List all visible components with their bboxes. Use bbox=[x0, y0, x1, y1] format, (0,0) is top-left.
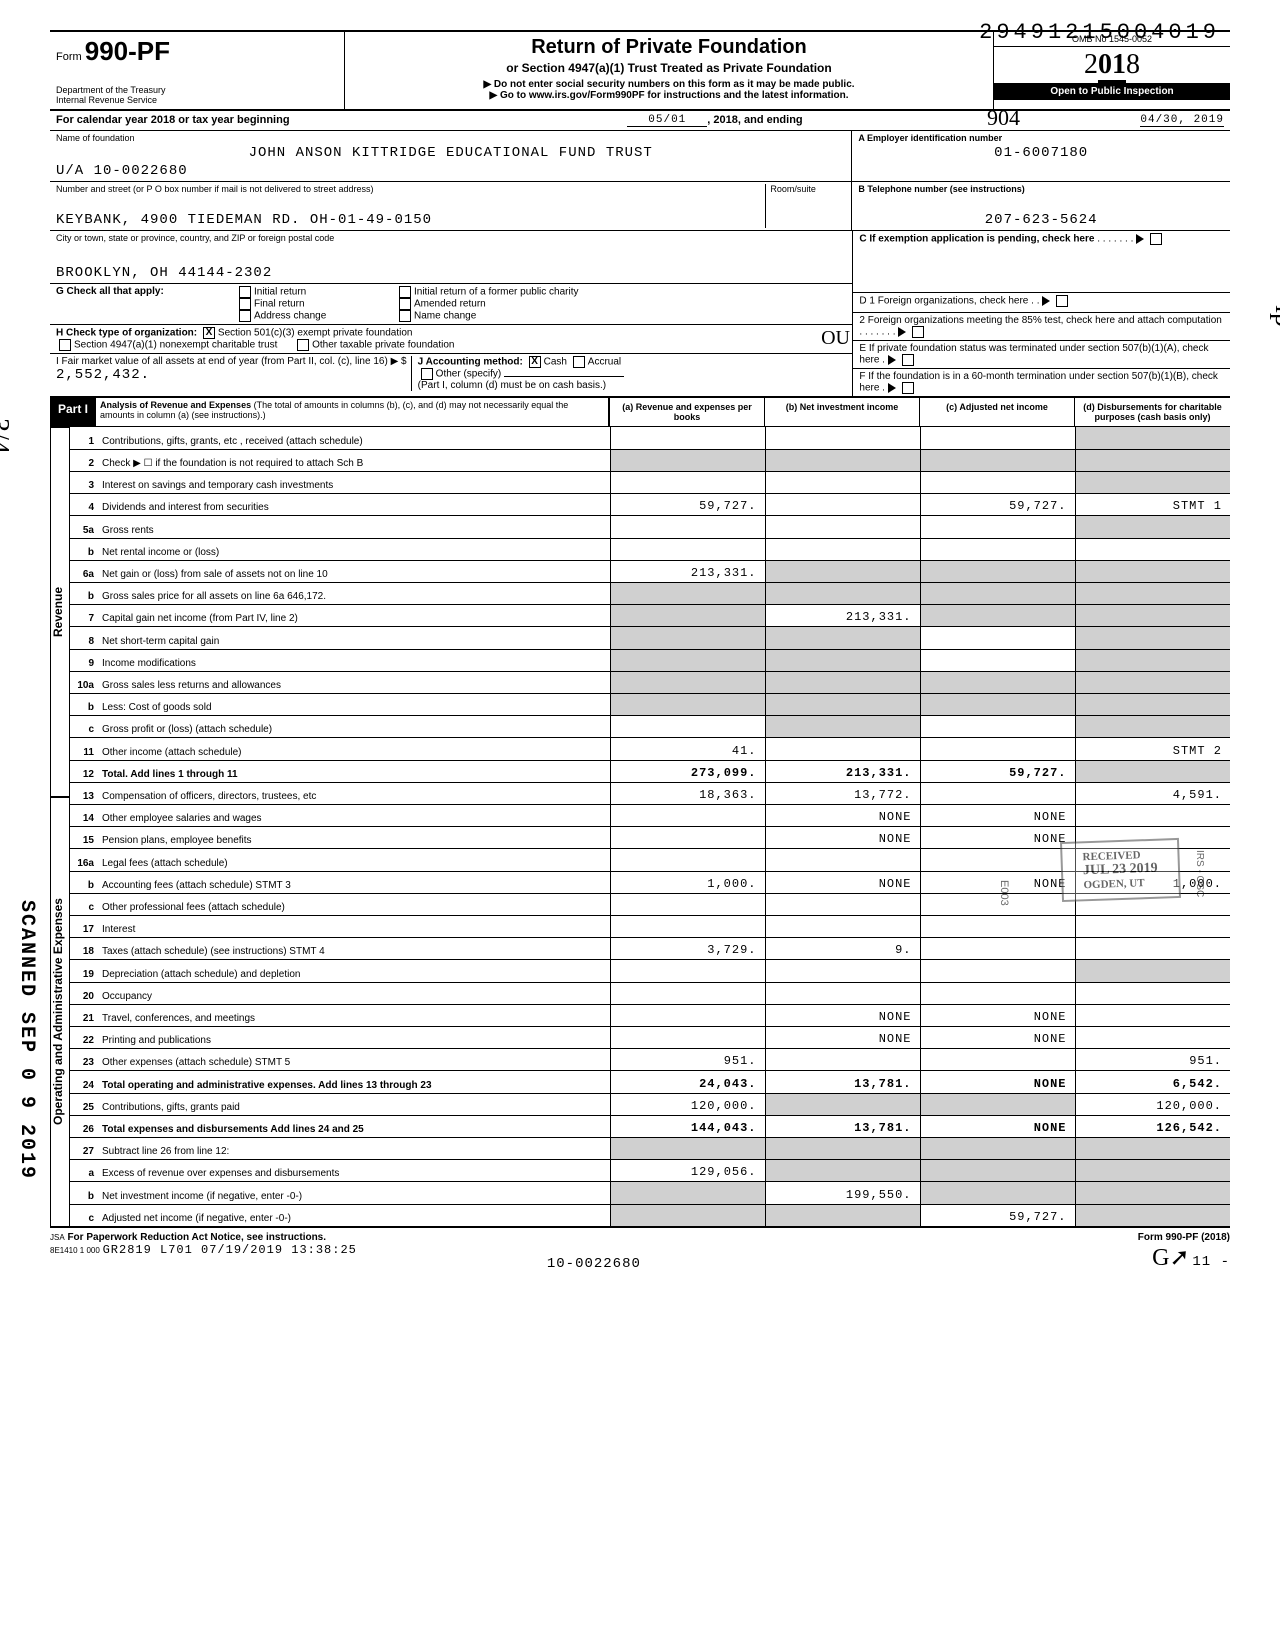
table-row: bNet rental income or (loss) bbox=[70, 538, 1230, 560]
part1-header: Part I Analysis of Revenue and Expenses … bbox=[50, 396, 1230, 427]
received-stamp: RECEIVED JUL 23 2019 OGDEN, UT bbox=[1060, 838, 1181, 902]
margin-lp: lp bbox=[1268, 305, 1280, 327]
form-number: Form 990-PF bbox=[56, 36, 338, 67]
table-row: 23Other expenses (attach schedule) STMT … bbox=[70, 1049, 1230, 1071]
table-row: 14Other employee salaries and wagesNONEN… bbox=[70, 804, 1230, 826]
scanned-stamp: SCANNED SEP 0 9 2019 bbox=[15, 900, 38, 1180]
irs-osc-stamp: IRS - OSC bbox=[1194, 850, 1205, 897]
col-a-header: (a) Revenue and expenses per books bbox=[610, 398, 765, 426]
footer-ein: 10-0022680 bbox=[547, 1256, 641, 1272]
ein: 01-6007180 bbox=[858, 145, 1224, 161]
table-row: 12Total. Add lines 1 through 11273,099.2… bbox=[70, 760, 1230, 782]
form-subtitle: or Section 4947(a)(1) Trust Treated as P… bbox=[351, 61, 987, 75]
checkbox-name-change[interactable] bbox=[399, 310, 411, 322]
table-row: 9Income modifications bbox=[70, 649, 1230, 671]
checkbox-other-taxable[interactable] bbox=[297, 339, 309, 351]
table-row: 18Taxes (attach schedule) (see instructi… bbox=[70, 938, 1230, 960]
col-d-header: (d) Disbursements for charitable purpose… bbox=[1075, 398, 1230, 426]
table-row: 27Subtract line 26 from line 12: bbox=[70, 1138, 1230, 1160]
table-row: 1Contributions, gifts, grants, etc , rec… bbox=[70, 427, 1230, 449]
irs-label: Internal Revenue Service bbox=[56, 95, 338, 105]
table-row: 6aNet gain or (loss) from sale of assets… bbox=[70, 560, 1230, 582]
item-f: F If the foundation is in a 60-month ter… bbox=[853, 369, 1230, 396]
table-row: bLess: Cost of goods sold bbox=[70, 693, 1230, 715]
ssn-warning: ▶ Do not enter social security numbers o… bbox=[351, 79, 987, 90]
table-row: 21Travel, conferences, and meetingsNONEN… bbox=[70, 1004, 1230, 1026]
table-row: 4Dividends and interest from securities5… bbox=[70, 494, 1230, 516]
calendar-year-row: For calendar year 2018 or tax year begin… bbox=[50, 111, 1230, 131]
item-j: J Accounting method: XCash Accrual Other… bbox=[412, 356, 847, 391]
table-row: 10aGross sales less returns and allowanc… bbox=[70, 671, 1230, 693]
table-row: 25Contributions, gifts, grants paid120,0… bbox=[70, 1093, 1230, 1115]
checkbox-4947[interactable] bbox=[59, 339, 71, 351]
checkbox-501c3[interactable]: X bbox=[203, 327, 215, 339]
foundation-name: JOHN ANSON KITTRIDGE EDUCATIONAL FUND TR… bbox=[56, 145, 845, 161]
revenue-label: Revenue bbox=[50, 427, 70, 797]
checkbox-initial-return[interactable] bbox=[239, 286, 251, 298]
tax-year: 2018 bbox=[994, 47, 1230, 83]
table-row: 8Net short-term capital gain bbox=[70, 627, 1230, 649]
table-row: 11Other income (attach schedule)41.STMT … bbox=[70, 738, 1230, 760]
table-row: 19Depreciation (attach schedule) and dep… bbox=[70, 960, 1230, 982]
e003-stamp: E003 bbox=[998, 880, 1010, 906]
table-row: bGross sales price for all assets on lin… bbox=[70, 582, 1230, 604]
table-row: 2Check ▶ ☐ if the foundation is not requ… bbox=[70, 449, 1230, 471]
checkbox-address-change[interactable] bbox=[239, 310, 251, 322]
check-h: H Check type of organization: XSection 5… bbox=[50, 325, 852, 354]
item-c: C If exemption application is pending, c… bbox=[853, 231, 1230, 293]
col-c-header: (c) Adjusted net income bbox=[920, 398, 1075, 426]
table-row: 24Total operating and administrative exp… bbox=[70, 1071, 1230, 1093]
checkbox-final-return[interactable] bbox=[239, 298, 251, 310]
fmv-assets: 2,552,432. bbox=[56, 367, 150, 383]
telephone: 207-623-5624 bbox=[858, 212, 1224, 228]
col-b-header: (b) Net investment income bbox=[765, 398, 920, 426]
table-row: aExcess of revenue over expenses and dis… bbox=[70, 1160, 1230, 1182]
table-row: cOther professional fees (attach schedul… bbox=[70, 893, 1230, 915]
page-footer: JSA For Paperwork Reduction Act Notice, … bbox=[50, 1227, 1230, 1272]
checkbox-amended[interactable] bbox=[399, 298, 411, 310]
checkbox-accrual[interactable] bbox=[573, 356, 585, 368]
check-g: G Check all that apply: Initial return F… bbox=[50, 284, 852, 325]
table-row: bAccounting fees (attach schedule) STMT … bbox=[70, 871, 1230, 893]
checkbox-other-method[interactable] bbox=[421, 368, 433, 380]
table-row: 5aGross rents bbox=[70, 516, 1230, 538]
table-row: 16aLegal fees (attach schedule) bbox=[70, 849, 1230, 871]
expenses-label: Operating and Administrative Expenses bbox=[50, 797, 70, 1227]
public-inspection: Open to Public Inspection bbox=[994, 83, 1230, 100]
table-row: 13Compensation of officers, directors, t… bbox=[70, 782, 1230, 804]
handwritten-ou: OU bbox=[821, 327, 850, 350]
checkbox-cash[interactable]: X bbox=[529, 356, 541, 368]
period-end: 04/30, 2019 bbox=[1140, 114, 1224, 127]
table-row: bNet investment income (if negative, ent… bbox=[70, 1182, 1230, 1204]
foundation-name-2: U/A 10-0022680 bbox=[56, 163, 845, 179]
form-title: Return of Private Foundation bbox=[351, 36, 987, 59]
table-row: cAdjusted net income (if negative, enter… bbox=[70, 1204, 1230, 1226]
table-row: 17Interest bbox=[70, 915, 1230, 937]
table-row: 20Occupancy bbox=[70, 982, 1230, 1004]
part1-table: Revenue Operating and Administrative Exp… bbox=[50, 427, 1230, 1227]
item-i: I Fair market value of all assets at end… bbox=[56, 356, 412, 391]
address-phone-row: Number and street (or P O box number if … bbox=[50, 182, 1230, 231]
margin-fraction: 3/4 bbox=[0, 418, 14, 454]
item-d1: D 1 Foreign organizations, check here . … bbox=[853, 293, 1230, 313]
table-row: 15Pension plans, employee benefitsNONENO… bbox=[70, 827, 1230, 849]
checkbox-initial-former[interactable] bbox=[399, 286, 411, 298]
city-state-zip: BROOKLYN, OH 44144-2302 bbox=[56, 265, 846, 281]
street-address: KEYBANK, 4900 TIEDEMAN RD. OH-01-49-0150 bbox=[56, 212, 765, 228]
item-e: E If private foundation status was termi… bbox=[853, 341, 1230, 369]
name-ein-row: Name of foundation JOHN ANSON KITTRIDGE … bbox=[50, 131, 1230, 182]
table-row: 26Total expenses and disbursements Add l… bbox=[70, 1115, 1230, 1137]
table-row: 7Capital gain net income (from Part IV, … bbox=[70, 605, 1230, 627]
table-row: 22Printing and publicationsNONENONE bbox=[70, 1026, 1230, 1048]
irs-url: ▶ Go to www.irs.gov/Form990PF for instru… bbox=[351, 90, 987, 101]
period-begin: 05/01 bbox=[627, 114, 707, 127]
dln-number: 29491215004019 bbox=[979, 20, 1220, 45]
dept-treasury: Department of the Treasury bbox=[56, 85, 338, 95]
table-row: 3Interest on savings and temporary cash … bbox=[70, 471, 1230, 493]
table-row: cGross profit or (loss) (attach schedule… bbox=[70, 716, 1230, 738]
handwritten-904: 904 bbox=[987, 105, 1020, 131]
item-d2: 2 Foreign organizations meeting the 85% … bbox=[853, 313, 1230, 341]
